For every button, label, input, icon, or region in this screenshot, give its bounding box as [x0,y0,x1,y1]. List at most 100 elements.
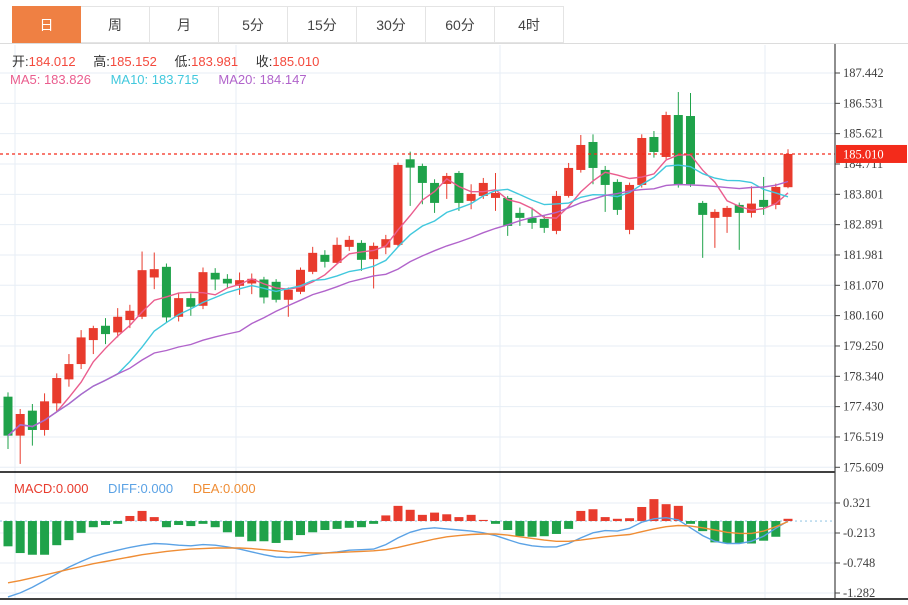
macd-bar [600,517,610,522]
macd-bar [698,521,708,532]
macd-bar [466,514,476,522]
candle-body [247,278,257,284]
candle-body [673,115,683,185]
candle-body [320,254,330,262]
tab-month[interactable]: 月 [150,6,219,43]
tab-week[interactable]: 周 [81,6,150,43]
period-toolbar: 日 周 月 5分 15分 30分 60分 4时 [0,0,908,44]
candle-body [344,239,354,247]
macd-bar [491,521,500,524]
macd-bar [101,521,110,525]
macd-bar [308,521,318,533]
macd-tick-label: -0.748 [843,556,875,570]
macd-bar [417,514,427,522]
candle-body [734,204,744,213]
candle-body [174,298,184,317]
ma5-line [7,154,789,437]
macd-bar [15,521,25,554]
candle-body [308,252,318,272]
macd-bar [52,521,62,546]
candle-body [771,186,781,205]
price-tick-label: 182.891 [843,218,884,232]
candle-body [539,218,549,228]
candle-body [503,197,513,226]
macd-bar [734,521,744,544]
macd-bar [174,521,184,525]
candle-body [600,169,610,185]
candle-body [637,137,647,185]
candle-body [466,193,476,201]
candle-body [137,270,147,317]
candle-body [649,136,659,152]
macd-bar [478,519,488,522]
macd-bar [551,521,561,534]
tab-60min[interactable]: 60分 [426,6,495,43]
macd-bar [356,521,366,528]
last-price-label: 185.010 [843,147,884,161]
macd-bar [369,521,379,524]
price-tick-label: 175.609 [843,460,884,474]
candle-body [454,172,464,203]
candle-body [210,272,220,280]
price-tick-label: 177.430 [843,400,884,414]
period-tabs: 日 周 月 5分 15分 30分 60分 4时 [12,6,564,43]
macd-bar [527,521,537,537]
macd-bar [161,521,171,528]
candle-body [101,325,110,335]
tab-5min[interactable]: 5分 [219,6,288,43]
candle-body [430,182,440,203]
tab-4hour[interactable]: 4时 [495,6,564,43]
candle-body [113,316,123,333]
macd-bar [576,510,586,522]
candle-body [235,280,245,286]
candle-body [186,298,196,307]
candle-body [381,239,391,248]
price-tick-label: 187.442 [843,66,884,80]
macd-bar [539,521,549,537]
candle-body [369,245,379,260]
candle-body [283,289,293,300]
macd-bar [710,521,720,543]
price-tick-label: 181.070 [843,278,884,292]
macd-bar [381,515,391,522]
price-tick-label: 186.531 [843,96,884,110]
macd-bar [137,510,147,522]
macd-bar [149,517,159,522]
price-tick-label: 183.801 [843,187,884,201]
ma20-line [7,180,789,437]
macd-bar [783,518,793,522]
macd-bar [430,512,440,522]
diff-line [7,516,789,598]
candle-body [625,184,635,230]
candle-body [661,115,671,157]
candle-body [564,167,574,196]
macd-bar [320,521,330,531]
price-tick-label: 179.250 [843,339,884,353]
macd-tick-label: 0.321 [843,496,871,510]
candle-body [198,272,208,306]
candle-body [40,401,50,430]
tab-15min[interactable]: 15分 [288,6,357,43]
macd-bar [637,506,647,522]
candle-body [222,278,232,284]
macd-bar [564,521,574,529]
candle-body [405,159,415,168]
candle-body [588,141,598,168]
macd-bar [393,505,403,522]
macd-bar [3,521,13,547]
macd-bar [673,505,683,522]
macd-bar [283,521,293,541]
ma10-line [7,164,789,437]
macd-bar [259,521,269,542]
tab-30min[interactable]: 30分 [357,6,426,43]
candle-body [491,192,500,198]
tab-day[interactable]: 日 [12,6,81,43]
macd-bar [454,517,464,522]
dea-line [7,520,789,584]
candle-body [27,410,37,430]
macd-bar [222,521,232,533]
price-tick-label: 180.160 [843,309,884,323]
last-price-flag [836,144,907,163]
